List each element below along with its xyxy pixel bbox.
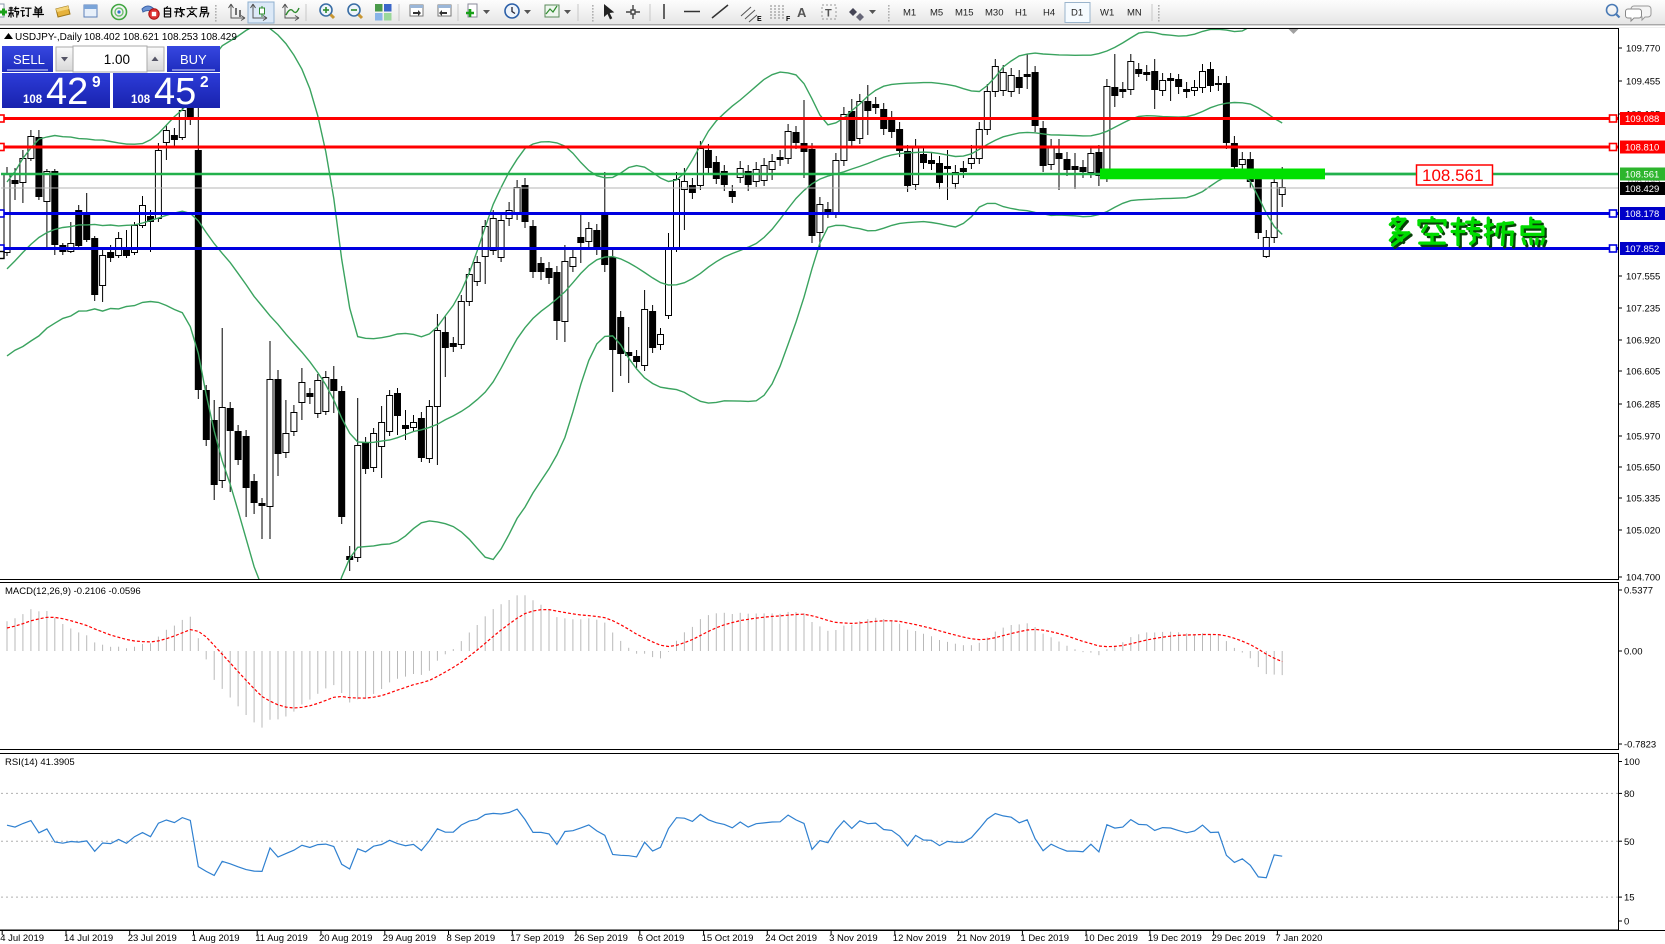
svg-text:107.555: 107.555 <box>1626 272 1660 283</box>
svg-text:-0.7823: -0.7823 <box>1624 740 1656 751</box>
svg-text:1 Dec 2019: 1 Dec 2019 <box>1020 933 1069 944</box>
svg-text:9: 9 <box>92 74 101 91</box>
svg-text:MACD(12,26,9) -0.2106 -0.0596: MACD(12,26,9) -0.2106 -0.0596 <box>5 586 141 597</box>
svg-text:29 Aug 2019: 29 Aug 2019 <box>383 933 436 944</box>
svg-text:108.561: 108.561 <box>1422 166 1483 185</box>
svg-text:17 Sep 2019: 17 Sep 2019 <box>510 933 564 944</box>
svg-text:109.455: 109.455 <box>1626 77 1660 88</box>
svg-text:3 Nov 2019: 3 Nov 2019 <box>829 933 878 944</box>
svg-text:A: A <box>797 5 807 20</box>
svg-text:108.402 108.621 108.253 108.42: 108.402 108.621 108.253 108.429 <box>84 32 237 43</box>
svg-text:106.285: 106.285 <box>1626 400 1660 411</box>
svg-text:BUY: BUY <box>180 52 207 67</box>
svg-text:80: 80 <box>1624 789 1635 800</box>
svg-text:10 Dec 2019: 10 Dec 2019 <box>1084 933 1138 944</box>
svg-text:45: 45 <box>154 71 196 113</box>
svg-text:108.810: 108.810 <box>1625 143 1659 154</box>
svg-text:MN: MN <box>1127 8 1142 19</box>
svg-text:8 Sep 2019: 8 Sep 2019 <box>447 933 496 944</box>
svg-text:USDJPY-,Daily: USDJPY-,Daily <box>15 32 82 43</box>
svg-text:H4: H4 <box>1043 8 1055 19</box>
svg-text:108: 108 <box>131 94 151 106</box>
svg-text:108.178: 108.178 <box>1625 209 1659 220</box>
svg-text:11 Aug 2019: 11 Aug 2019 <box>255 933 308 944</box>
svg-text:106.920: 106.920 <box>1626 336 1660 347</box>
svg-text:107.235: 107.235 <box>1626 304 1660 315</box>
svg-text:SELL: SELL <box>13 52 45 67</box>
svg-text:14 Jul 2019: 14 Jul 2019 <box>64 933 113 944</box>
svg-text:15: 15 <box>1624 893 1635 904</box>
svg-text:M1: M1 <box>903 8 916 19</box>
svg-text:108.561: 108.561 <box>1625 170 1659 181</box>
svg-text:109.088: 109.088 <box>1625 114 1659 125</box>
svg-text:108.495: 108.495 <box>1626 176 1660 187</box>
svg-text:4 Jul 2019: 4 Jul 2019 <box>0 933 44 944</box>
svg-text:15 Oct 2019: 15 Oct 2019 <box>702 933 754 944</box>
svg-text:23 Jul 2019: 23 Jul 2019 <box>128 933 177 944</box>
svg-text:0.00: 0.00 <box>1624 647 1643 658</box>
svg-text:1.00: 1.00 <box>104 52 130 67</box>
svg-text:E: E <box>757 16 762 23</box>
svg-text:100: 100 <box>1624 757 1640 768</box>
svg-text:W1: W1 <box>1100 8 1114 19</box>
svg-text:109.770: 109.770 <box>1626 44 1660 55</box>
svg-text:108: 108 <box>23 94 43 106</box>
svg-text:50: 50 <box>1624 837 1635 848</box>
svg-text:42: 42 <box>46 71 88 113</box>
svg-text:12 Nov 2019: 12 Nov 2019 <box>893 933 947 944</box>
svg-text:7 Jan 2020: 7 Jan 2020 <box>1275 933 1322 944</box>
svg-text:M5: M5 <box>930 8 943 19</box>
svg-text:105.970: 105.970 <box>1626 432 1660 443</box>
svg-text:1 Aug 2019: 1 Aug 2019 <box>192 933 240 944</box>
svg-text:H1: H1 <box>1015 8 1027 19</box>
svg-text:26 Sep 2019: 26 Sep 2019 <box>574 933 628 944</box>
svg-text:106.605: 106.605 <box>1626 367 1660 378</box>
svg-text:19 Dec 2019: 19 Dec 2019 <box>1148 933 1202 944</box>
svg-text:0.5377: 0.5377 <box>1624 586 1653 597</box>
svg-text:D1: D1 <box>1071 8 1083 19</box>
svg-text:108.429: 108.429 <box>1625 184 1659 195</box>
svg-text:21 Nov 2019: 21 Nov 2019 <box>957 933 1011 944</box>
svg-text:M15: M15 <box>955 8 973 19</box>
svg-text:F: F <box>786 16 791 23</box>
svg-text:2: 2 <box>200 74 209 91</box>
svg-text:24 Oct 2019: 24 Oct 2019 <box>765 933 817 944</box>
svg-text:107.852: 107.852 <box>1625 244 1659 255</box>
svg-text:105.020: 105.020 <box>1626 526 1660 537</box>
svg-text:105.650: 105.650 <box>1626 463 1660 474</box>
svg-text:104.700: 104.700 <box>1626 573 1660 584</box>
svg-text:105.335: 105.335 <box>1626 494 1660 505</box>
svg-text:20 Aug 2019: 20 Aug 2019 <box>319 933 372 944</box>
svg-text:0: 0 <box>1624 917 1629 928</box>
svg-text:RSI(14) 41.3905: RSI(14) 41.3905 <box>5 757 75 768</box>
svg-text:M30: M30 <box>985 8 1003 19</box>
svg-text:29 Dec 2019: 29 Dec 2019 <box>1212 933 1266 944</box>
svg-text:T: T <box>825 8 832 20</box>
svg-text:6 Oct 2019: 6 Oct 2019 <box>638 933 684 944</box>
